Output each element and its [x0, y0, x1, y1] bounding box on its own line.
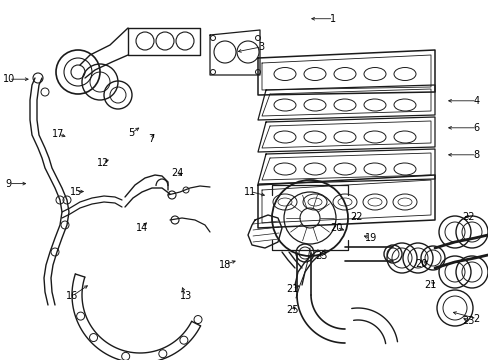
Text: 21: 21: [423, 280, 436, 290]
Text: 12: 12: [96, 158, 109, 168]
Text: 18: 18: [218, 260, 231, 270]
Text: 25: 25: [285, 305, 298, 315]
Text: 23: 23: [315, 251, 327, 261]
Ellipse shape: [89, 334, 97, 342]
Text: 14: 14: [135, 222, 148, 233]
Ellipse shape: [122, 352, 129, 360]
Text: 22: 22: [461, 212, 474, 222]
Text: 16: 16: [66, 291, 79, 301]
Ellipse shape: [77, 312, 84, 320]
Ellipse shape: [180, 336, 187, 344]
Text: 17: 17: [51, 129, 64, 139]
Ellipse shape: [171, 216, 179, 224]
Text: 1: 1: [330, 14, 336, 24]
Text: 24: 24: [170, 168, 183, 178]
Text: 23: 23: [461, 316, 474, 326]
Text: 10: 10: [2, 74, 15, 84]
Text: 20: 20: [329, 222, 342, 233]
Text: 21: 21: [285, 284, 298, 294]
Text: 13: 13: [179, 291, 192, 301]
Text: 6: 6: [473, 123, 479, 133]
Text: 22: 22: [350, 212, 363, 222]
Text: 20: 20: [414, 258, 427, 269]
Text: 7: 7: [148, 134, 154, 144]
Text: 11: 11: [244, 186, 256, 197]
Text: 3: 3: [258, 42, 264, 52]
Text: 15: 15: [69, 186, 82, 197]
Ellipse shape: [168, 191, 176, 199]
Text: 8: 8: [473, 150, 479, 160]
Ellipse shape: [194, 315, 202, 324]
Ellipse shape: [159, 350, 166, 358]
Text: 19: 19: [364, 233, 376, 243]
Text: 9: 9: [6, 179, 12, 189]
Text: 4: 4: [473, 96, 479, 106]
Text: 2: 2: [473, 314, 479, 324]
Text: 5: 5: [128, 128, 134, 138]
